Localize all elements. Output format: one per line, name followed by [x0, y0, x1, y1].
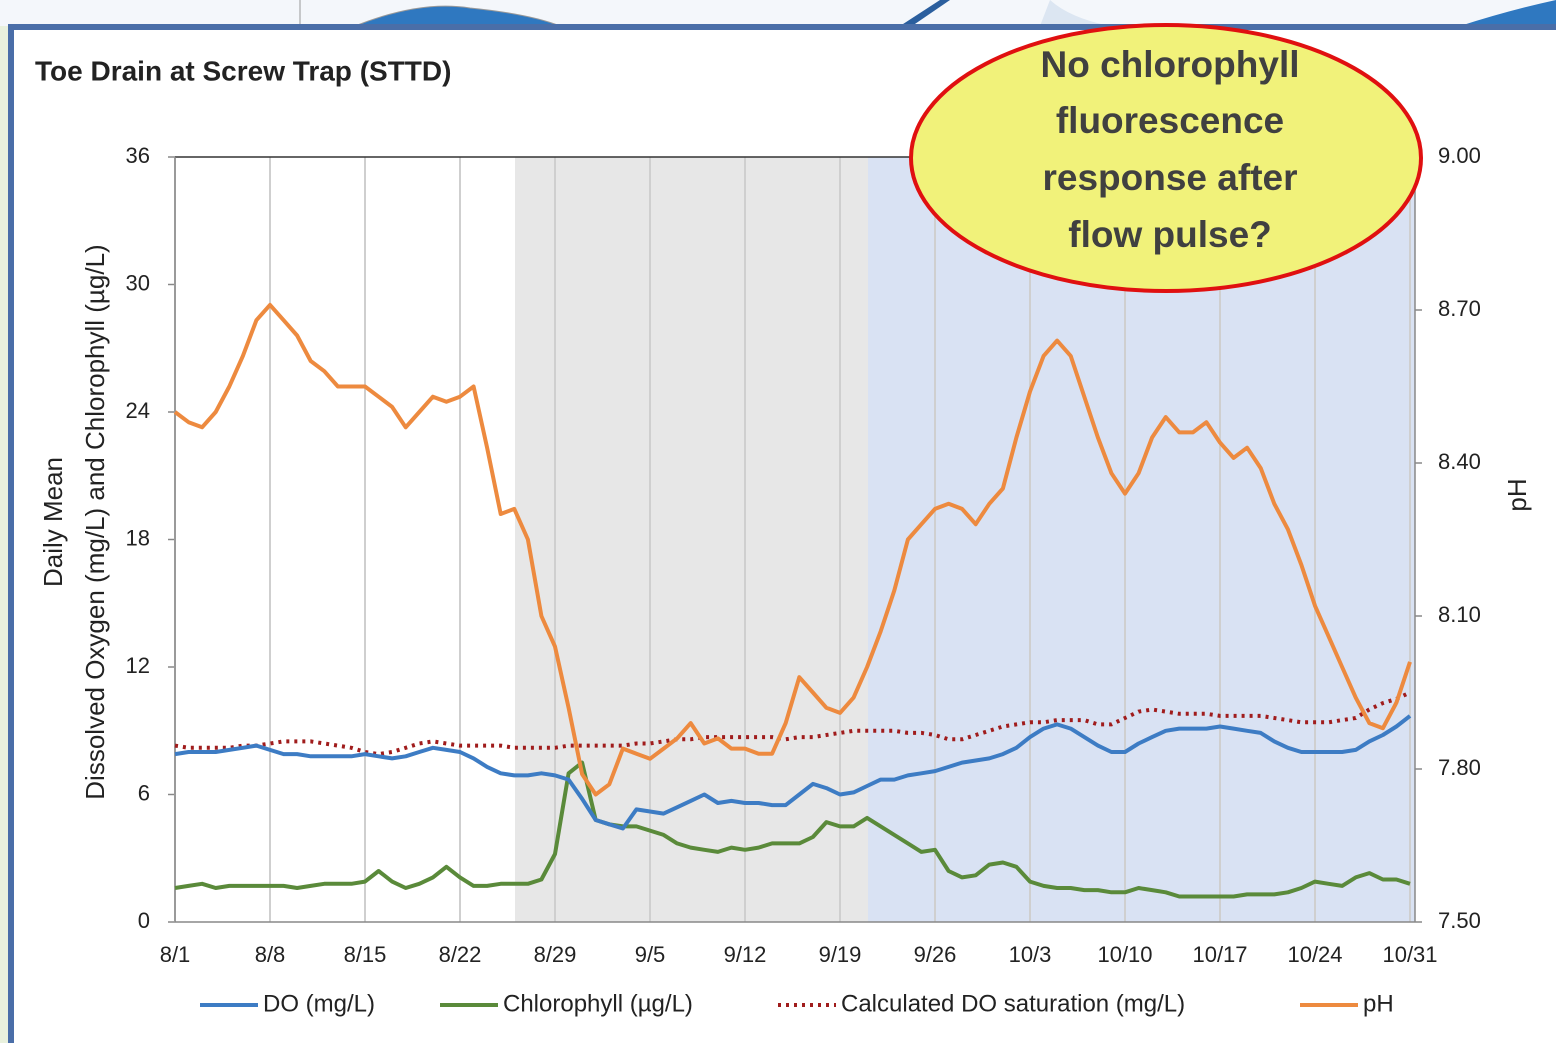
series-group	[173, 302, 1412, 899]
x-tick-label: 9/5	[635, 942, 666, 967]
period-shade-gray	[515, 157, 868, 922]
y2-tick-label: 8.40	[1438, 449, 1481, 474]
x-tick-label: 10/31	[1382, 942, 1437, 967]
y2-tick-label: 7.50	[1438, 908, 1481, 933]
x-tick-label: 10/3	[1009, 942, 1052, 967]
chart-title: Toe Drain at Screw Trap (STTD)	[35, 55, 451, 86]
x-tick-label: 8/22	[439, 942, 482, 967]
x-tick-label: 8/29	[534, 942, 577, 967]
x-tick-label: 9/19	[819, 942, 862, 967]
y2-tick-label: 9.00	[1438, 143, 1481, 168]
x-tick-label: 9/12	[724, 942, 767, 967]
y2-tick-label: 8.70	[1438, 296, 1481, 321]
y-axis-label: Dissolved Oxygen (mg/L) and Chlorophyll …	[80, 244, 110, 799]
y-tick-label: 30	[126, 270, 150, 295]
legend-label: Calculated DO saturation (mg/L)	[841, 990, 1185, 1017]
callout-text: No chlorophyll fluorescence response aft…	[1041, 44, 1300, 255]
series-line	[174, 690, 1411, 757]
y-tick-label: 6	[138, 780, 150, 805]
callout-line: No chlorophyll	[1041, 44, 1300, 85]
y-tick-label: 18	[126, 525, 150, 550]
legend-label: pH	[1363, 990, 1394, 1017]
legend-label: Chlorophyll (µg/L)	[503, 990, 693, 1017]
legend: DO (mg/L) Chlorophyll (µg/L) Calculated DO…	[200, 990, 1394, 1017]
x-tick-label: 10/24	[1287, 942, 1342, 967]
y-tick-label: 0	[138, 908, 150, 933]
y-tick-label: 24	[126, 398, 150, 423]
x-tick-label: 8/1	[160, 942, 191, 967]
series-line	[174, 714, 1412, 831]
y-axis-label: Daily Mean	[38, 457, 68, 587]
x-tick-label: 10/17	[1192, 942, 1247, 967]
x-tick-label: 10/10	[1097, 942, 1152, 967]
callout-bubble	[909, 23, 1423, 293]
x-tick-label: 9/26	[914, 942, 957, 967]
callout-line: response after	[1043, 157, 1298, 198]
series-line	[173, 302, 1412, 797]
x-tick-label: 8/15	[344, 942, 387, 967]
callout-line: flow pulse?	[1068, 214, 1272, 255]
legend-label: DO (mg/L)	[263, 990, 375, 1017]
y2-tick-label: 7.80	[1438, 755, 1481, 780]
y-tick-label: 36	[126, 143, 150, 168]
series-line	[174, 760, 1411, 899]
callout-line: fluorescence	[1056, 100, 1284, 141]
y-tick-label: 12	[126, 653, 150, 678]
x-tick-label: 8/8	[255, 942, 286, 967]
y2-tick-label: 8.10	[1438, 602, 1481, 627]
labels: 0 6 12 18 24 30 36 7.50 7.80 8.10 8.40 8.70 9.00 8/1 8…	[126, 143, 1481, 967]
y2-axis-label: pH	[1502, 478, 1532, 511]
